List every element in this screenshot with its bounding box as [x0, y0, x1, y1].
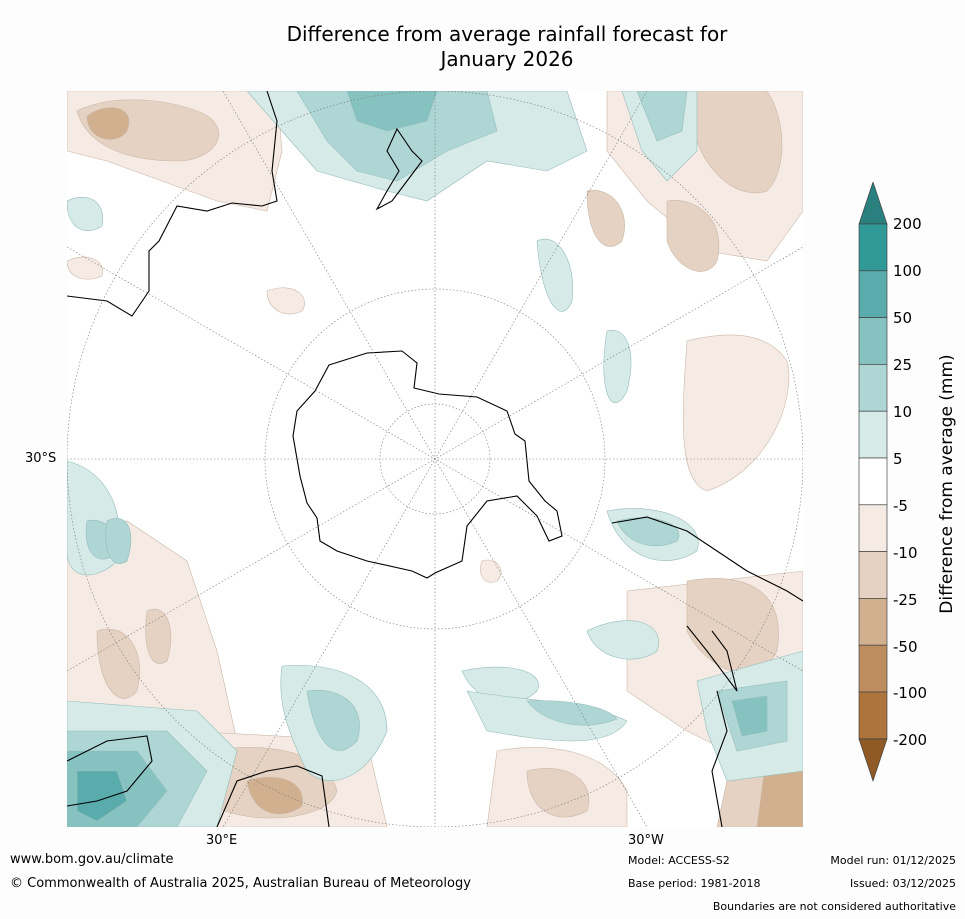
colorbar-tick: -200	[893, 731, 928, 749]
colorbar	[858, 182, 888, 782]
africa-coastline	[67, 735, 330, 827]
colorbar-segment	[858, 504, 888, 552]
colorbar-segment	[858, 410, 888, 459]
antarctica-coastline	[292, 350, 563, 579]
colorbar-tick: -100	[893, 684, 928, 702]
title-line-1: Difference from average rainfall forecas…	[286, 22, 728, 46]
lon-label-30w: 30°W	[628, 833, 664, 848]
colorbar-tick: 100	[893, 262, 922, 280]
copyright-text: © Commonwealth of Australia 2025, Austra…	[10, 876, 471, 891]
model-run-text: Model run: 01/12/2025	[830, 854, 956, 867]
colorbar-segment	[858, 270, 888, 318]
colorbar-tick: -5	[893, 497, 908, 515]
lon-label-30e: 30°E	[206, 833, 238, 848]
colorbar-segment	[858, 551, 888, 599]
chart-title: Difference from average rainfall forecas…	[67, 22, 947, 72]
colorbar-label: Difference from average (mm)	[937, 354, 957, 614]
colorbar-segment	[858, 644, 888, 693]
lat-label-30s: 30°S	[25, 451, 57, 466]
title-line-2: January 2026	[440, 47, 574, 71]
new-zealand-coastline	[375, 127, 423, 211]
graticule	[67, 91, 803, 827]
colorbar-segment	[858, 317, 888, 365]
colorbar-tick: 25	[893, 356, 913, 374]
colorbar-tick: -25	[893, 591, 918, 609]
disclaimer-text: Boundaries are not considered authoritat…	[712, 900, 956, 913]
rainfall-anomaly-map	[67, 91, 803, 827]
colorbar-extend-bottom	[858, 738, 888, 782]
colorbar-tick: -50	[893, 638, 918, 656]
colorbar-segment	[858, 457, 888, 506]
colorbar-segment	[858, 364, 888, 412]
colorbar-segment	[858, 598, 888, 646]
colorbar-segment	[858, 223, 888, 272]
australia-coastline	[67, 91, 278, 317]
south-america-coastline	[611, 516, 803, 827]
model-text: Model: ACCESS-S2	[628, 854, 730, 867]
colorbar-segment	[858, 691, 888, 740]
website-link[interactable]: www.bom.gov.au/climate	[10, 852, 174, 867]
colorbar-tick: 50	[893, 309, 913, 327]
colorbar-tick: -10	[893, 544, 918, 562]
colorbar-tick: 200	[893, 215, 922, 233]
above-average-shading	[67, 91, 803, 827]
base-period-text: Base period: 1981-2018	[628, 877, 761, 890]
colorbar-tick: 5	[893, 450, 903, 468]
issued-text: Issued: 03/12/2025	[849, 877, 956, 890]
colorbar-extend-top	[858, 182, 888, 225]
colorbar-tick: 10	[893, 403, 913, 421]
